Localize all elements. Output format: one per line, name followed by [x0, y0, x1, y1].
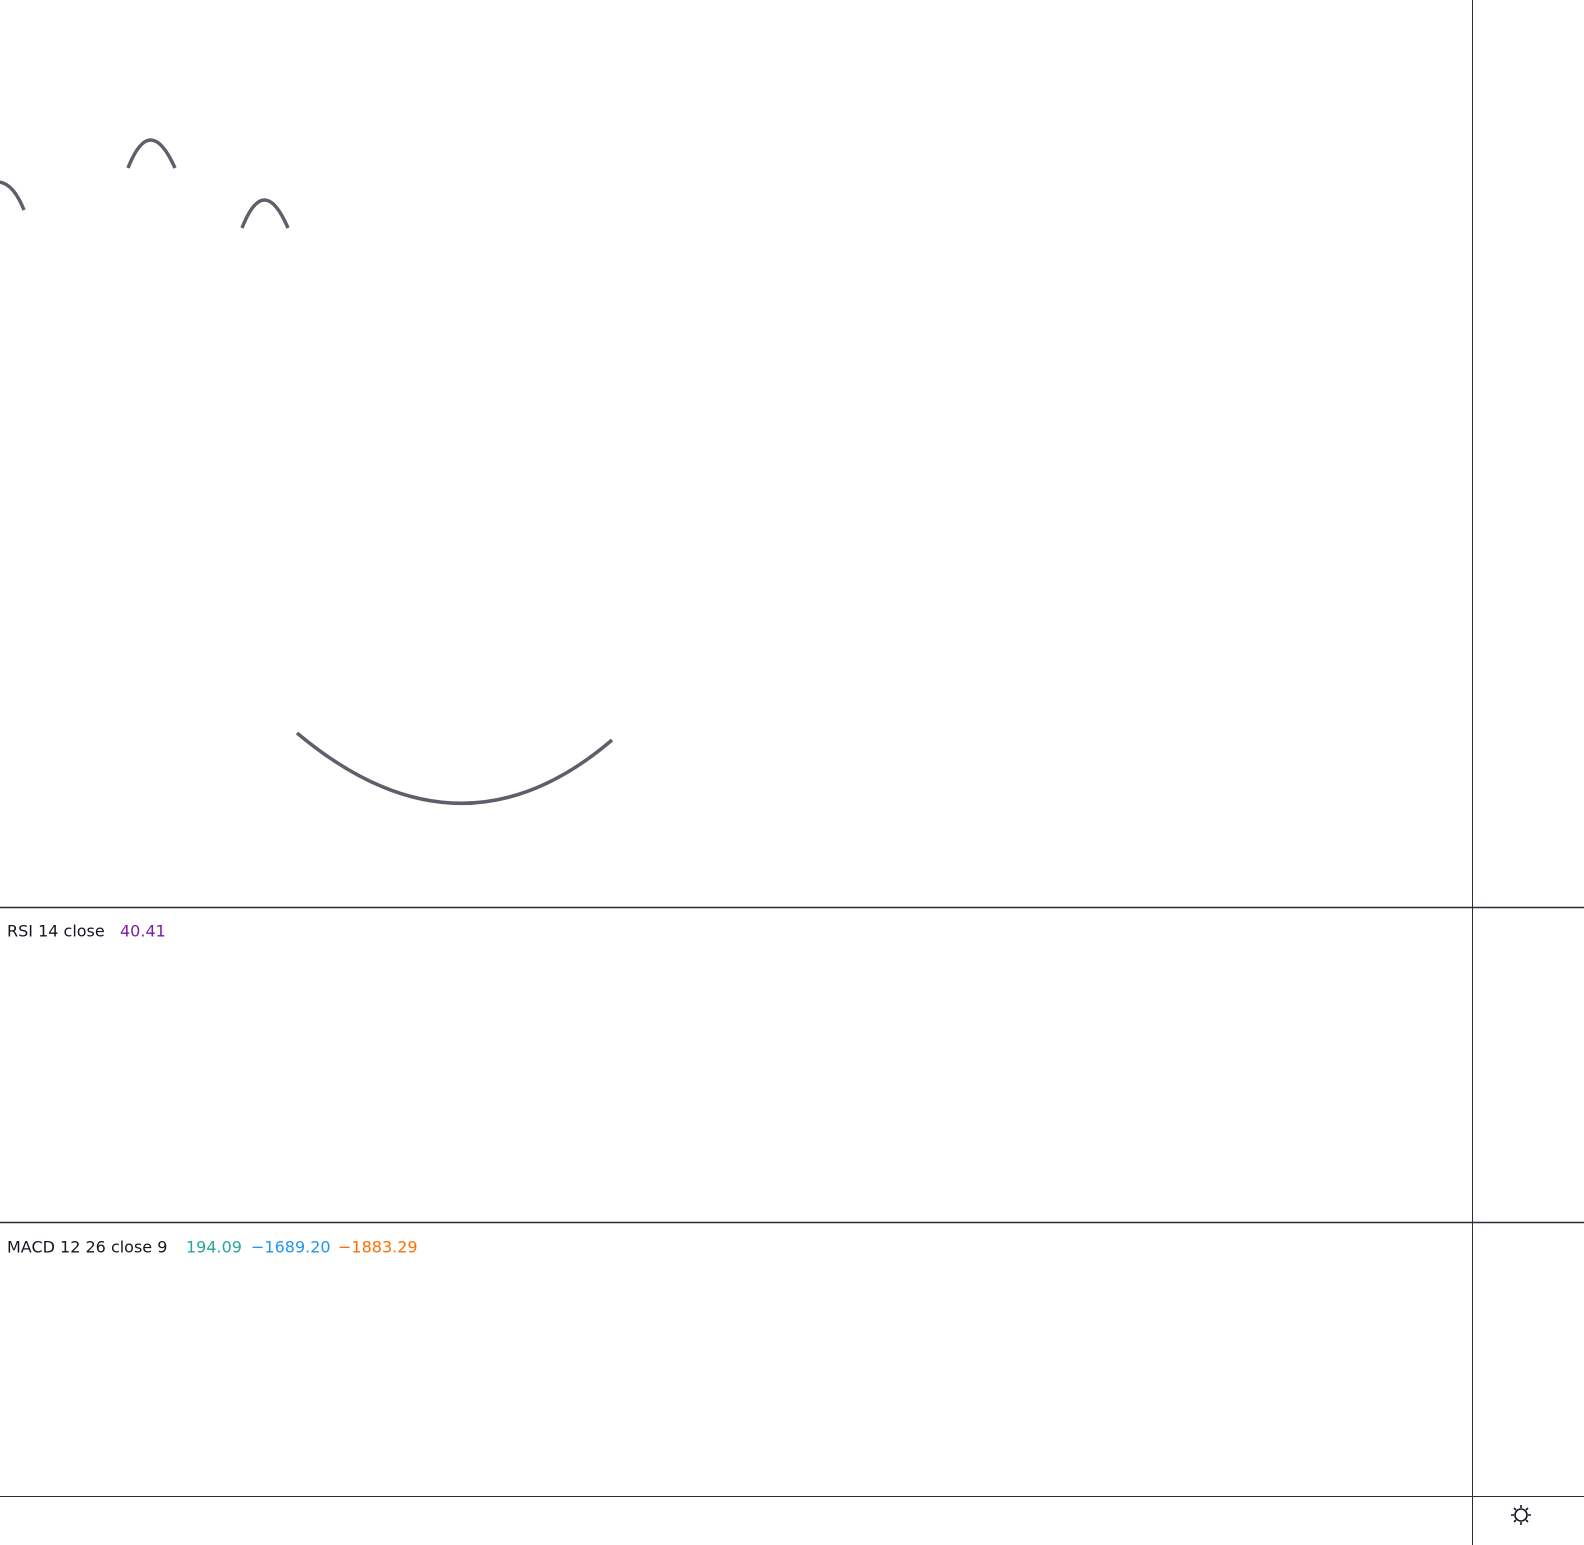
- macd-line-value: −1689.20: [251, 1238, 331, 1257]
- macd-signal-value: −1883.29: [338, 1238, 418, 1257]
- rsi-value: 40.41: [120, 922, 166, 941]
- gear-ring: [1514, 1508, 1528, 1522]
- settings-icon[interactable]: [1511, 1505, 1531, 1525]
- shoulder-arc: [240, 198, 290, 229]
- gear-teeth: [1511, 1505, 1531, 1525]
- macd-hist-value: 194.09: [186, 1238, 242, 1257]
- cup-arc: [295, 731, 614, 805]
- rsi-title: RSI 14 close: [7, 922, 105, 941]
- head-arc: [126, 138, 177, 169]
- shoulder-arc: [0, 180, 26, 211]
- drawings: [0, 138, 614, 805]
- labels: RSI 14 close 40.41 MACD 12 26 close 9 19…: [7, 922, 418, 1257]
- macd-title: MACD 12 26 close 9: [7, 1238, 167, 1257]
